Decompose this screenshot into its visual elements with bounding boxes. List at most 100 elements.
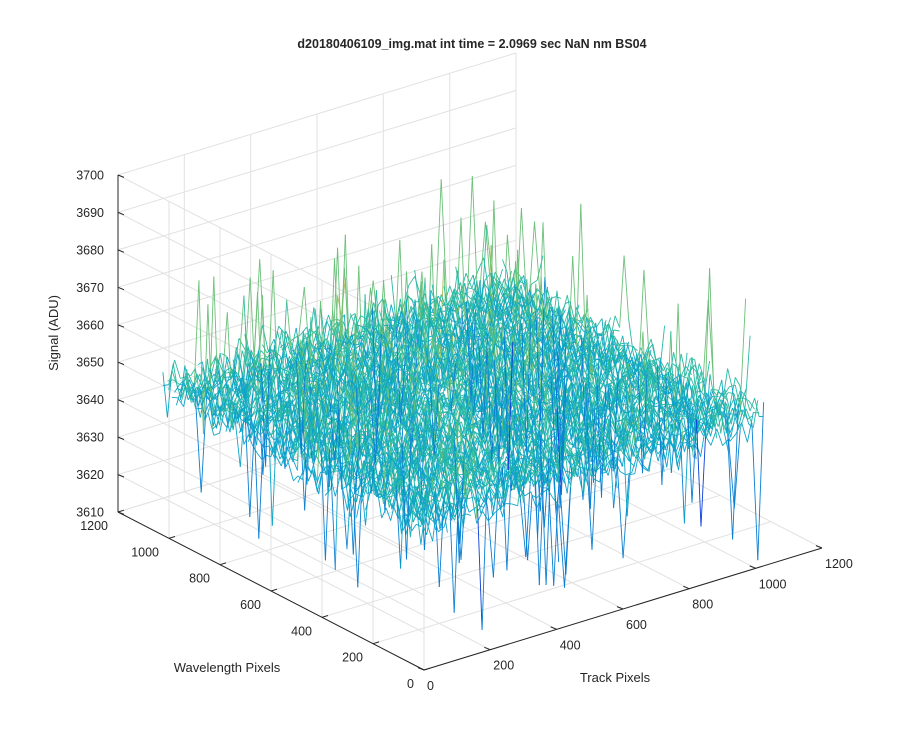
surface-mesh-line [343,469,351,517]
surface-mesh-line [285,385,291,405]
surface-mesh-line [328,357,335,380]
surface-mesh-line [327,374,333,394]
surface-mesh-line [465,455,471,489]
surface-mesh-line [304,384,310,399]
surface-mesh-line [313,307,319,349]
surface-mesh-line [202,304,209,435]
surface-mesh-line [422,471,428,495]
surface-mesh-line [450,422,457,455]
surface-mesh-line [278,416,284,423]
surface-mesh-line [439,516,445,530]
surface-mesh-line [397,418,403,442]
surface-mesh-line [612,445,619,454]
surface-mesh-line [406,435,412,560]
surface-mesh-line [249,277,257,401]
surface-mesh-line [179,365,186,400]
surface-mesh-line [496,481,502,510]
surface-mesh-line [275,454,282,467]
surface-mesh-line [302,345,308,367]
surface-mesh-line [438,501,445,588]
surface-mesh-line [342,459,349,476]
surface-mesh-line [345,368,351,390]
surface-mesh-line [410,483,417,512]
surface-mesh-line [269,411,275,420]
surface-mesh-line [258,437,264,539]
surface-mesh-line [322,314,330,333]
surface-mesh-line [329,430,336,470]
surface-mesh-line [446,480,452,518]
surface-mesh-line [364,287,371,349]
surface-mesh-line [252,407,259,417]
surface-mesh-line [371,465,378,497]
surface-mesh-line [507,471,513,485]
surface-mesh-line [262,399,269,412]
surface-mesh-line [383,459,389,463]
surface-mesh-line [219,386,225,426]
surface-mesh-line [250,417,257,440]
surface-mesh-line [384,431,390,443]
surface-mesh-line [376,488,383,519]
surface-mesh-line [599,375,607,391]
surface-mesh-line [516,444,524,459]
surface-mesh-line [301,340,308,352]
surface-mesh-line [520,448,526,470]
surface-mesh-line [692,363,700,395]
surface-mesh-line [320,442,327,461]
surface-mesh-line [286,424,292,435]
surface-mesh-line [376,452,383,459]
surface-mesh-line [381,476,388,487]
surface-mesh-line [384,459,391,486]
surface-mesh-line [322,372,329,394]
surface-mesh-line [505,462,511,474]
surface-mesh-line [701,299,709,392]
surface-mesh-line [394,370,400,416]
surface-mesh-line [380,417,387,423]
surface-mesh-line [457,445,464,469]
surface-mesh-line [253,359,259,369]
surface-mesh-line [445,437,451,441]
surface-mesh-line [382,357,388,393]
surface-mesh-line [232,338,240,375]
surface-mesh-line [267,404,273,526]
surface-mesh-line [412,370,418,394]
surface-mesh-line [516,389,523,393]
surface-mesh-line [528,470,536,483]
surface-mesh-line [293,337,299,364]
surface-mesh-line [472,469,479,510]
surface-mesh-line [322,422,330,460]
surface-mesh-line [536,492,543,509]
surface-mesh-line [428,476,434,479]
surface-mesh-line [360,385,366,398]
surface-mesh-line [409,430,415,437]
surface-mesh-line [244,417,251,518]
surface-mesh-line [474,431,480,435]
surface-mesh-line [238,376,244,380]
surface-mesh-line [496,377,503,394]
surface-mesh-line [378,495,384,498]
surface-mesh-line [528,221,535,308]
surface-mesh-line [393,457,399,469]
surface-mesh-line [342,348,348,368]
surface-mesh-line [303,356,309,380]
surface-mesh-line [401,412,407,430]
surface-mesh-line [746,412,754,443]
surface-mesh-line [530,491,538,509]
surface-mesh-line [172,363,179,389]
surface-mesh-line [469,455,475,488]
surface-mesh-line [462,440,469,462]
surface-mesh-line [293,475,299,482]
surface-mesh-line [368,367,374,372]
surface-mesh-line [430,389,436,409]
surface-mesh-line [462,422,468,469]
surface-mesh-line [454,421,460,424]
surface-mesh-line [593,478,600,483]
surface-mesh-line [394,403,401,433]
surface-mesh-line [440,479,446,484]
surface-mesh-line [232,359,239,382]
surface-mesh-line [489,434,496,482]
surface-mesh-line [292,392,298,394]
surface-mesh-line [474,483,480,488]
surface-mesh-line [424,422,431,433]
surface-mesh-line [509,459,515,469]
surface-mesh-line [249,429,255,518]
